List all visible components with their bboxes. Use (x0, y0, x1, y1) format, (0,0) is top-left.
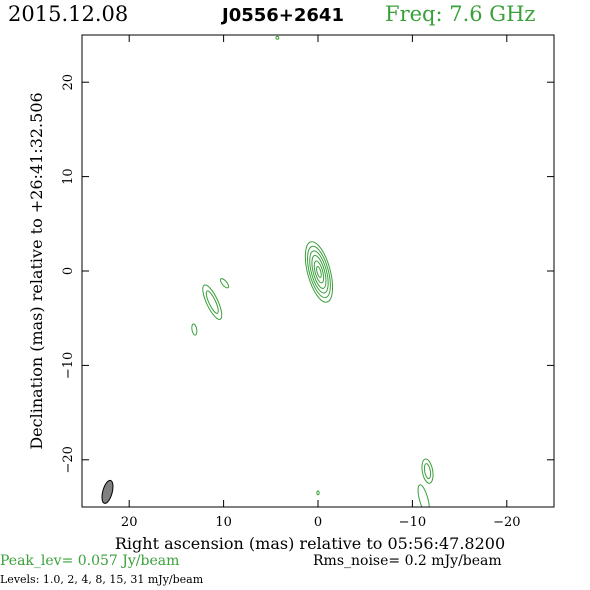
contour-core-2 (307, 245, 331, 299)
x-axis-label: Right ascension (mas) relative to 05:56:… (115, 534, 505, 553)
y-tick-label: 20 (61, 74, 76, 91)
contour-levels: Levels: 1.0, 2, 4, 8, 15, 31 mJy/beam (0, 573, 204, 586)
contour-jet-tail-1 (219, 278, 230, 289)
source-name: J0556+2641 (222, 5, 344, 26)
contour-group (191, 35, 434, 507)
contour-speck-bottom-1 (316, 490, 320, 496)
plot-frame (81, 34, 555, 508)
y-tick-label: −20 (61, 446, 76, 473)
contour-core-3 (309, 250, 329, 294)
contour-core-1 (304, 241, 334, 303)
peak-level: Peak_lev= 0.057 Jy/beam (0, 553, 180, 569)
x-tick-label: 10 (215, 515, 232, 530)
contour-south-knot-1 (421, 458, 434, 484)
contour-south-tail-1 (417, 484, 430, 507)
x-tick-label: 0 (314, 515, 322, 530)
x-tick-label: −20 (493, 515, 520, 530)
contour-core-5 (313, 260, 325, 284)
y-axis-label: Declination (mas) relative to +26:41:32.… (27, 92, 46, 449)
contour-core-4 (311, 254, 327, 289)
contour-south-knot-2 (423, 463, 432, 480)
frequency-label: Freq: 7.6 GHz (385, 2, 536, 26)
y-tick-label: −10 (61, 352, 76, 379)
y-tick-label: 10 (61, 168, 76, 185)
y-tick-label: 0 (61, 267, 76, 275)
contour-speck-top-1 (275, 35, 280, 40)
beam-group (101, 479, 114, 504)
contour-jet-knot-1 (202, 284, 223, 320)
contour-blob-left-1 (191, 323, 198, 336)
x-tick-label: −10 (399, 515, 426, 530)
axis-ticks: 20 10 0 −10 −20 −20 −10 0 10 20 (61, 35, 554, 530)
contour-core-6 (316, 265, 322, 278)
beam-ellipse (101, 479, 114, 504)
rms-noise: Rms_noise= 0.2 mJy/beam (313, 553, 502, 569)
contour-jet-knot-2 (205, 290, 219, 314)
observation-date: 2015.12.08 (8, 2, 129, 26)
x-tick-label: 20 (121, 515, 138, 530)
